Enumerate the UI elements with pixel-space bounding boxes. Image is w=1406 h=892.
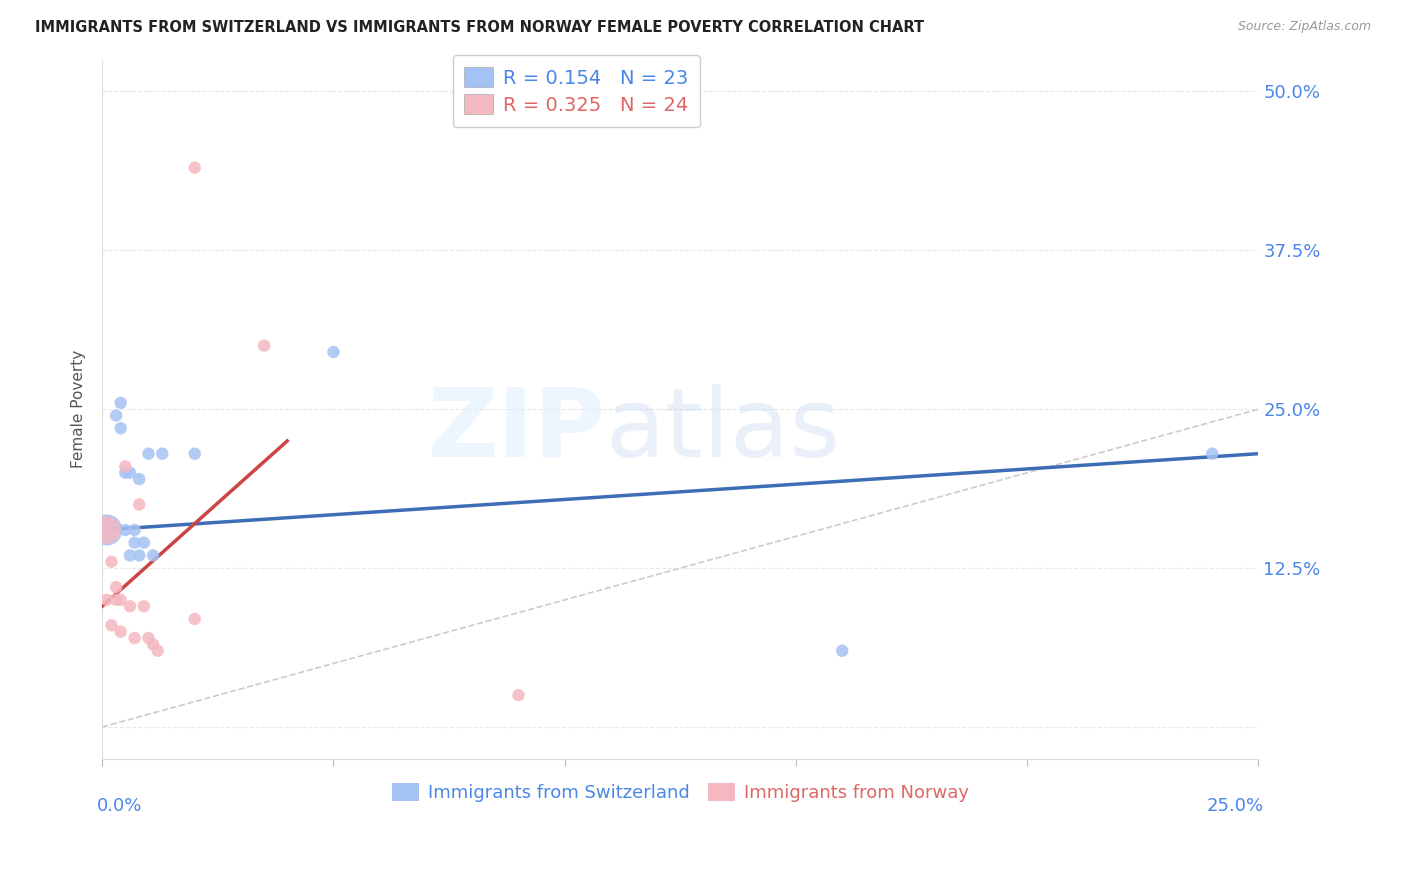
Point: [138, 631, 160, 645]
Point: [105, 593, 128, 607]
Point: [110, 593, 132, 607]
Point: [132, 599, 155, 614]
Text: 25.0%: 25.0%: [1208, 797, 1264, 815]
Point: [183, 161, 205, 175]
Point: [114, 523, 136, 537]
Point: [142, 637, 165, 651]
Point: [508, 688, 530, 702]
Point: [96, 593, 118, 607]
Point: [124, 523, 146, 537]
Point: [183, 612, 205, 626]
Point: [1201, 447, 1223, 461]
Point: [105, 580, 128, 594]
Text: atlas: atlas: [605, 384, 841, 476]
Point: [128, 549, 150, 563]
Point: [146, 644, 169, 658]
Point: [253, 338, 276, 352]
Point: [138, 447, 160, 461]
Point: [114, 459, 136, 474]
Point: [118, 599, 141, 614]
Point: [142, 549, 165, 563]
Point: [150, 447, 173, 461]
Point: [105, 409, 128, 423]
Point: [128, 472, 150, 486]
Point: [96, 523, 118, 537]
Point: [118, 549, 141, 563]
Point: [124, 631, 146, 645]
Point: [118, 466, 141, 480]
Text: Source: ZipAtlas.com: Source: ZipAtlas.com: [1237, 20, 1371, 33]
Point: [183, 447, 205, 461]
Point: [132, 535, 155, 549]
Text: ZIP: ZIP: [427, 384, 605, 476]
Point: [110, 396, 132, 410]
Point: [96, 523, 118, 537]
Point: [100, 555, 122, 569]
Point: [110, 624, 132, 639]
Legend: Immigrants from Switzerland, Immigrants from Norway: Immigrants from Switzerland, Immigrants …: [385, 775, 976, 809]
Point: [96, 523, 118, 537]
Point: [831, 644, 853, 658]
Point: [124, 535, 146, 549]
Point: [110, 421, 132, 435]
Y-axis label: Female Poverty: Female Poverty: [72, 350, 86, 468]
Text: 0.0%: 0.0%: [97, 797, 142, 815]
Text: IMMIGRANTS FROM SWITZERLAND VS IMMIGRANTS FROM NORWAY FEMALE POVERTY CORRELATION: IMMIGRANTS FROM SWITZERLAND VS IMMIGRANT…: [35, 20, 924, 35]
Point: [114, 466, 136, 480]
Point: [128, 498, 150, 512]
Point: [100, 618, 122, 632]
Point: [322, 345, 344, 359]
